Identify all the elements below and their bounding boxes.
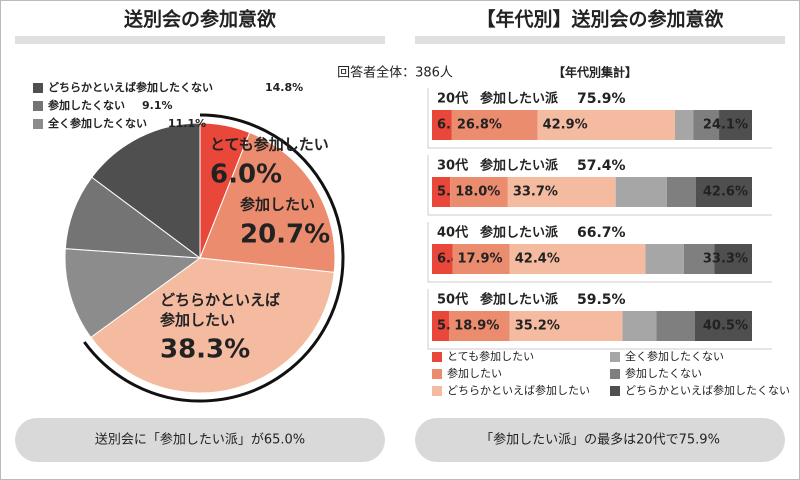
bar-segment (693, 110, 720, 140)
segment-label: 35.2% (515, 319, 560, 334)
segment-label: 42.9% (543, 118, 588, 133)
pie-slice (199, 131, 336, 273)
pie-slice (64, 248, 202, 339)
group-label: 参加したい派 (480, 225, 559, 241)
positive-share: 59.5% (577, 292, 626, 308)
legend-swatch (432, 386, 442, 396)
positive-share: 75.9% (577, 91, 626, 107)
group-label: 参加したい派 (480, 91, 559, 107)
legend-label: 参加したい (447, 366, 502, 380)
slice-value: 38.3% (160, 335, 250, 365)
bar-segment (645, 244, 684, 274)
slice-label: とても参加したい (210, 136, 329, 154)
legend-label: 全く参加したくない (47, 116, 147, 130)
segment-label: 26.8% (457, 118, 502, 133)
legend-swatch (610, 386, 620, 396)
bar-segment (695, 177, 752, 207)
legend-swatch (33, 119, 43, 129)
bar-segment (674, 110, 694, 140)
bar-segment (451, 110, 538, 140)
legend-value: 9.1% (142, 99, 173, 112)
negative-share: 40.5% (703, 319, 748, 334)
legend-swatch (33, 101, 43, 111)
pie-slice (90, 257, 335, 394)
legend-swatch (432, 352, 442, 362)
segment-label: 33.7% (513, 185, 558, 200)
row-frame (427, 289, 772, 350)
bar-segment (452, 244, 510, 274)
bar-segment (509, 244, 646, 274)
legend-value: 14.8% (265, 81, 303, 94)
bar-segment (432, 244, 453, 274)
summary-box (15, 418, 385, 462)
positive-share: 57.4% (577, 158, 626, 174)
row-frame (427, 155, 772, 216)
title-band (415, 36, 785, 44)
summary-box (415, 418, 785, 462)
bar-segment (450, 177, 508, 207)
pie-title: 送別会の参加意欲 (124, 8, 276, 31)
bar-title: 【年代別】送別会の参加意欲 (476, 8, 723, 31)
legend-label: とても参加したい (447, 349, 534, 363)
slice-label: 参加したい (240, 196, 315, 214)
bar-segment (509, 311, 623, 341)
category-label: 50代 (437, 292, 468, 308)
row-frame (427, 222, 772, 283)
slice-label: どちらかといえば参加したい (160, 291, 280, 329)
segment-label: 17.9% (457, 252, 502, 267)
bar-segment (615, 177, 667, 207)
category-label: 40代 (437, 225, 468, 241)
legend-label: どちらかといえば参加したくない (48, 80, 213, 94)
negative-share: 42.6% (703, 185, 748, 200)
legend-label: 参加したくない (625, 366, 702, 380)
pie-slice (91, 122, 201, 259)
segment-label: 18.0% (455, 185, 500, 200)
legend-label: どちらかといえば参加したくない (625, 383, 790, 397)
legend-value: 11.1% (168, 117, 206, 130)
category-label: 30代 (437, 158, 468, 174)
bar-segment (714, 244, 752, 274)
legend-label: どちらかといえば参加したい (447, 383, 590, 397)
title-band (15, 36, 385, 44)
bar-segment (694, 311, 752, 341)
bar-segment (507, 177, 616, 207)
bar-segment (537, 110, 675, 140)
group-label: 参加したい派 (480, 158, 559, 174)
bar-segment (683, 244, 715, 274)
segment-label: 42.4% (515, 252, 560, 267)
bar-segment (449, 311, 510, 341)
legend-label: 全く参加したくない (625, 349, 724, 363)
summary: 送別会に「参加したい派」が65.0% (95, 432, 305, 448)
summary: 「参加したい派」の最多は20代で75.9% (480, 432, 720, 448)
bar-segment (666, 177, 696, 207)
bar-segment (432, 177, 451, 207)
category-label: 20代 (437, 91, 468, 107)
respondents: 回答者全体：386人 (337, 65, 453, 81)
segment-label: 18.9% (454, 319, 499, 334)
slice-value: 6.0% (210, 160, 282, 190)
legend-swatch (610, 369, 620, 379)
legend-swatch (432, 369, 442, 379)
bar-segment (432, 311, 450, 341)
negative-share: 24.1% (703, 118, 748, 133)
row-frame (427, 88, 772, 149)
bar-segment (719, 110, 752, 140)
legend-label: 参加したくない (48, 98, 125, 112)
slice-value: 20.7% (240, 220, 330, 250)
bar-segment (432, 110, 452, 140)
negative-share: 33.3% (703, 252, 748, 267)
group-label: 参加したい派 (480, 292, 559, 308)
legend-swatch (33, 83, 43, 93)
highlight-arc (83, 113, 345, 403)
bar-subtitle: 【年代別集計】 (553, 65, 637, 80)
positive-share: 66.7% (577, 225, 626, 241)
bar-segment (622, 311, 657, 341)
bar-segment (656, 311, 695, 341)
legend-swatch (610, 352, 620, 362)
